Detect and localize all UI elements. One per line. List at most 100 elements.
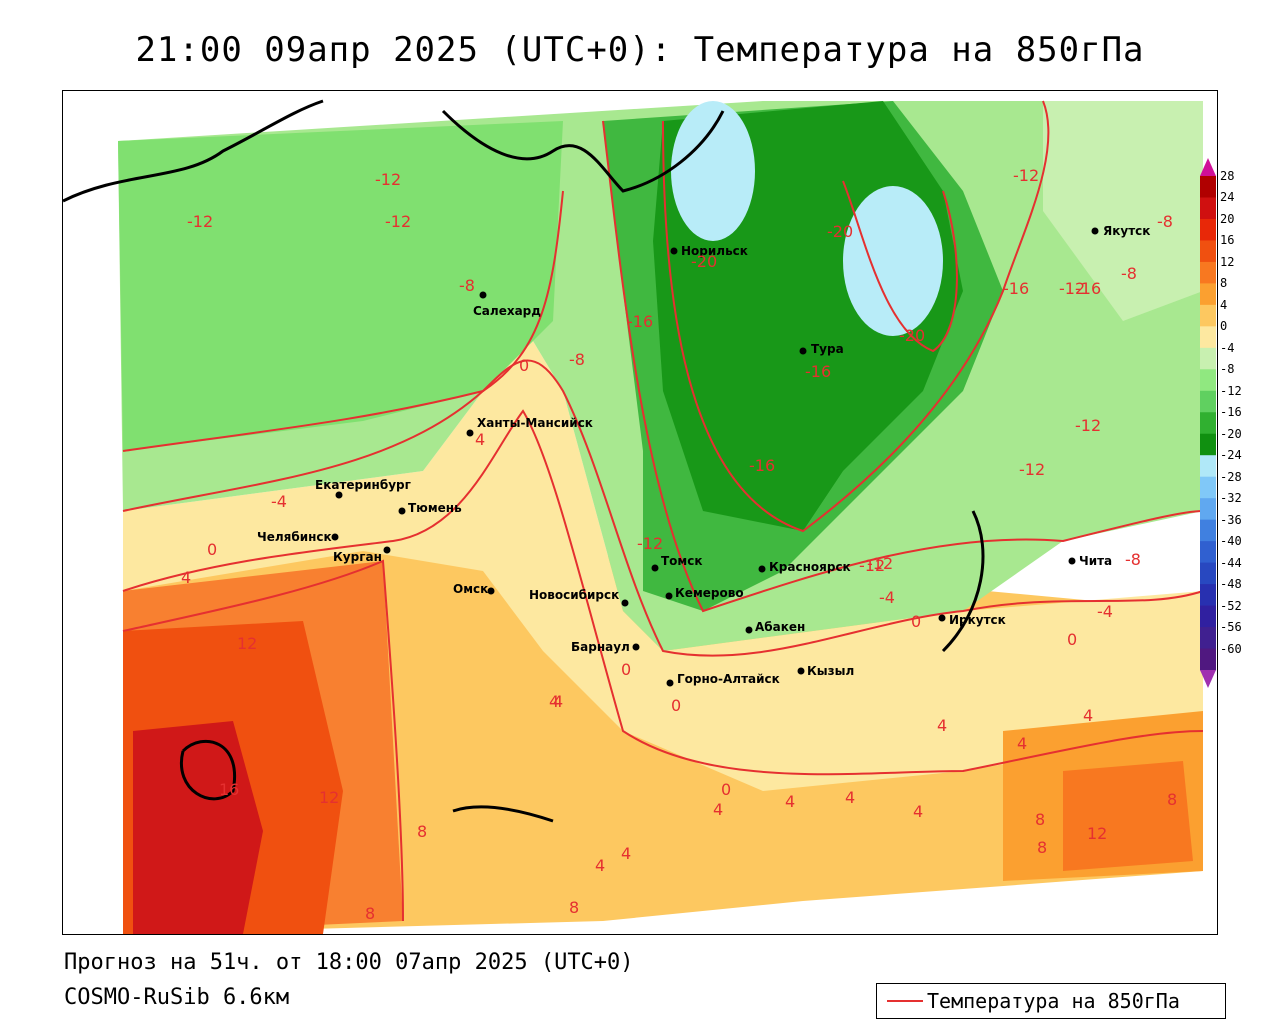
city-dot: [335, 491, 343, 499]
scale-band: [1200, 261, 1216, 284]
city-label: Екатеринбург: [315, 478, 411, 492]
scale-tick-label: 0: [1220, 319, 1228, 334]
isoline-label: 4: [595, 856, 605, 875]
isoline-minus20: [842, 180, 958, 353]
isoline-label: -12: [859, 556, 885, 575]
scale-tick-label: -32: [1220, 491, 1242, 506]
isoline-label: -20: [827, 222, 853, 241]
scale-tick-label: -52: [1220, 598, 1242, 613]
isoline-label: -12: [375, 170, 401, 189]
scale-band: [1200, 240, 1216, 263]
isoline-label: 0: [721, 780, 731, 799]
city-dot: [1091, 227, 1099, 235]
isoline-label: -12: [1019, 460, 1045, 479]
city-dot: [398, 507, 406, 515]
scale-band: [1200, 390, 1216, 413]
city-label: Салехард: [473, 304, 541, 318]
isoline-label: -12: [867, 554, 893, 573]
city-dot: [670, 247, 678, 255]
isoline-label: 4: [713, 800, 723, 819]
isoline-label: 8: [569, 898, 579, 917]
scale-tick-label: 24: [1220, 190, 1235, 205]
city-label: Норильск: [681, 244, 748, 258]
city-dot: [758, 565, 766, 573]
city-dot: [745, 626, 753, 634]
zone-0-4: [123, 341, 1203, 791]
scale-tick-label: -28: [1220, 469, 1242, 484]
isoline-0: [122, 359, 1204, 657]
scale-bands: [1200, 176, 1216, 671]
scale-band: [1200, 584, 1216, 607]
isoline-labels: -12 -12 -12 -20 -20 -20 -16 -16 -12 -8 -…: [181, 166, 1177, 923]
city-dot: [632, 643, 640, 651]
isoline-label: 8: [1167, 790, 1177, 809]
scale-tick-label: -4: [1220, 340, 1235, 355]
scale-tick-label: -40: [1220, 534, 1242, 549]
scale-arrow-top: [1200, 158, 1216, 176]
isoline-label: 12: [237, 634, 257, 653]
isoline-label: -12: [1059, 279, 1085, 298]
forecast-info: Прогноз на 51ч. от 18:00 07апр 2025 (UTC…: [64, 950, 634, 975]
isoline-label: -20: [691, 252, 717, 271]
city-label: Омск: [453, 582, 488, 596]
scale-tick-label: -60: [1220, 641, 1242, 656]
isoline-minus12: [602, 120, 1204, 613]
isoline-label: 4: [1083, 706, 1093, 725]
city-dot: [479, 291, 487, 299]
city-label: Чита: [1079, 554, 1112, 568]
isoline-label: -4: [271, 492, 287, 511]
isoline-label: 0: [207, 540, 217, 559]
city-label: Томск: [661, 554, 703, 568]
isoline-label: 4: [621, 844, 631, 863]
scale-band: [1200, 218, 1216, 241]
scale-svg: [1200, 158, 1216, 688]
scale-tick-label: 20: [1220, 211, 1235, 226]
isoline-4: [122, 409, 1204, 776]
scale-tick-label: -36: [1220, 512, 1242, 527]
scale-tick-label: 4: [1220, 297, 1228, 312]
city-markers: Норильск Якутск Салехард Тура Ханты-Манс…: [257, 224, 1150, 687]
scale-band: [1200, 326, 1216, 349]
cold-spot-east: [843, 186, 943, 336]
isoline-label: 4: [785, 792, 795, 811]
city-dot: [621, 599, 629, 607]
scale-band: [1200, 304, 1216, 327]
isoline-minus8: [122, 190, 564, 452]
isoline-label: -16: [749, 456, 775, 475]
city-dot: [487, 587, 495, 595]
legend: Температура на 850гПа: [876, 983, 1226, 1019]
city-dot: [383, 546, 391, 554]
city-label: Новосибирск: [529, 588, 619, 602]
isoline-label: -8: [569, 350, 585, 369]
city-dot: [331, 533, 339, 541]
isoline-minus16: [662, 100, 1050, 533]
city-label: Ханты-Мансийск: [477, 416, 593, 430]
city-label: Тура: [811, 342, 844, 356]
scale-tick-label: -56: [1220, 620, 1242, 635]
scale-band: [1200, 347, 1216, 370]
zone-green-pale: [1043, 101, 1203, 321]
scale-band: [1200, 369, 1216, 392]
city-label: Иркутск: [949, 613, 1006, 627]
legend-line-swatch: [887, 1000, 923, 1002]
city-dot: [651, 564, 659, 572]
isoline-label: -8: [1157, 212, 1173, 231]
city-dot: [799, 347, 807, 355]
map-svg: Норильск Якутск Салехард Тура Ханты-Манс…: [63, 99, 1204, 934]
scale-tick-label: -12: [1220, 383, 1242, 398]
isoline-label: 0: [671, 696, 681, 715]
scale-band: [1200, 433, 1216, 456]
isoline-label: 4: [1017, 734, 1027, 753]
isoline-label: -12: [1075, 416, 1101, 435]
scale-band: [1200, 455, 1216, 478]
lake-balkhash: [452, 805, 554, 823]
zone-se-hot: [1063, 761, 1193, 871]
scale-tick-label: -8: [1220, 362, 1235, 377]
scale-tick-label: -48: [1220, 577, 1242, 592]
isoline-label: 4: [937, 716, 947, 735]
scale-band: [1200, 176, 1216, 198]
color-scale: 28 24 20 16 12 8 4 0 -4 -8 -12 -16 -20 -24 -28 -32 -36 -4…: [1196, 158, 1256, 688]
scale-band: [1200, 562, 1216, 585]
isoline-label: -12: [385, 212, 411, 231]
city-label: Кемерово: [675, 586, 744, 600]
